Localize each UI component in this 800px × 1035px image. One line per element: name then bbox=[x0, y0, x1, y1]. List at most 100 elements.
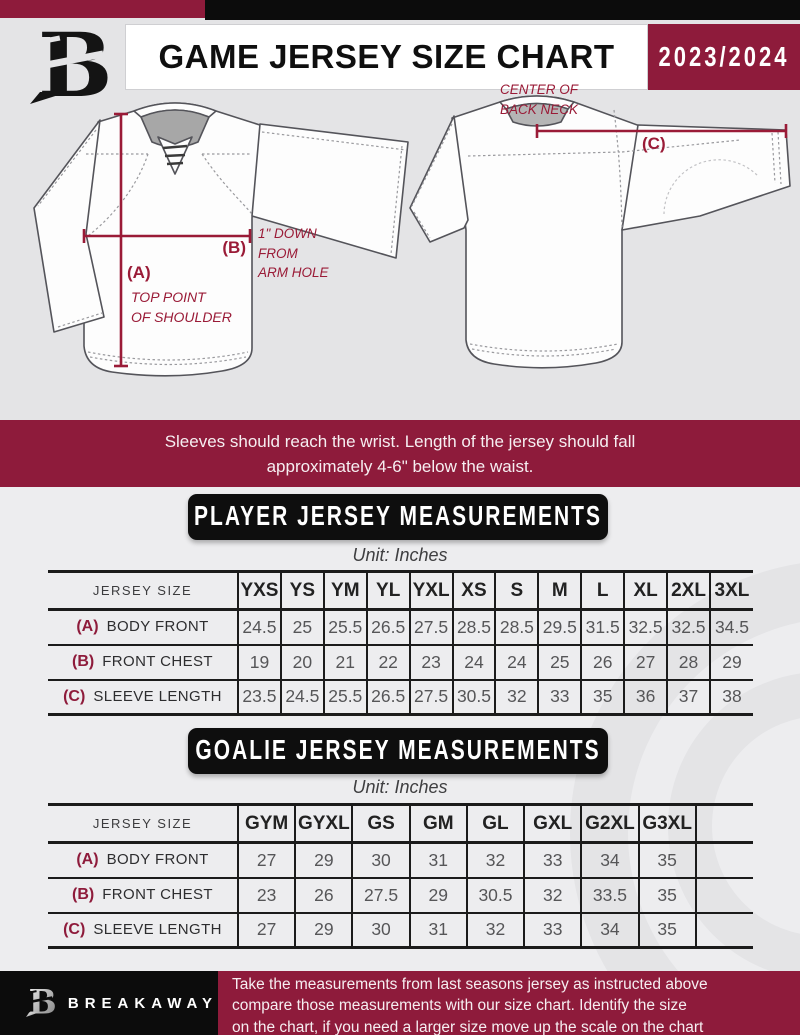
measurement-value: 33 bbox=[523, 842, 582, 878]
center-back-neck-note: CENTER OF BACK NECK bbox=[500, 82, 579, 117]
measurement-value: 27.5 bbox=[351, 877, 410, 913]
measurement-value: 27 bbox=[623, 644, 668, 680]
fit-notice-banner: Sleeves should reach the wrist. Length o… bbox=[0, 420, 800, 487]
player-table: JERSEY SIZE YXS YS YM YL YXL XS S M L XL 2XL 3XL (A) B… bbox=[48, 570, 753, 716]
measurement-value: 36 bbox=[623, 679, 668, 715]
size-column-header: GYXL bbox=[294, 804, 353, 843]
breakaway-logo-footer-icon: B bbox=[24, 983, 56, 1022]
measurement-value: 32.5 bbox=[623, 609, 668, 645]
table-row: (A) BODY FRONT 27 29 30 31 32 33 34 35 bbox=[48, 842, 753, 878]
player-unit-label: Unit: Inches bbox=[352, 545, 448, 565]
size-column-header: G2XL bbox=[580, 804, 639, 843]
table-row: (C) SLEEVE LENGTH 23.5 24.5 25.5 26.5 27.5 30.5… bbox=[48, 679, 753, 715]
size-column-header: GYM bbox=[236, 804, 296, 843]
size-column-header: GM bbox=[408, 804, 467, 843]
measurement-value: 31 bbox=[408, 842, 467, 878]
measurement-value: 25 bbox=[537, 644, 582, 680]
goalie-unit-label: Unit: Inches bbox=[352, 777, 448, 797]
measurement-value: 33 bbox=[523, 912, 582, 948]
size-column-header: G3XL bbox=[637, 804, 696, 843]
measurement-value: 24.5 bbox=[237, 609, 281, 645]
measurement-value: 35 bbox=[637, 877, 696, 913]
measurement-value: 28 bbox=[666, 644, 710, 680]
season-label: 2023/2024 bbox=[658, 40, 790, 72]
row-key: (A) bbox=[76, 851, 99, 869]
measurement-value: 26.5 bbox=[365, 679, 410, 715]
measurement-value: 29 bbox=[294, 912, 353, 948]
row-key: (C) bbox=[63, 687, 86, 705]
measurement-value: 37 bbox=[666, 679, 710, 715]
measurement-value: 24 bbox=[494, 644, 539, 680]
measurement-value: 28.5 bbox=[451, 609, 496, 645]
measurement-value: 35 bbox=[637, 912, 696, 948]
measurement-value: 30 bbox=[351, 912, 410, 948]
measurement-value: 27 bbox=[236, 912, 296, 948]
size-column-header: YL bbox=[365, 571, 410, 610]
label-b: (B) bbox=[222, 238, 246, 257]
table-corner-label: JERSEY SIZE bbox=[92, 583, 193, 598]
label-c: (C) bbox=[642, 134, 666, 153]
front-left-sleeve bbox=[33, 119, 105, 333]
measurement-value: 32 bbox=[465, 842, 525, 878]
measurement-value bbox=[694, 842, 753, 878]
measurement-value: 27 bbox=[236, 842, 296, 878]
season-badge: 2023/2024 bbox=[648, 24, 800, 90]
arm-hole-note: 1" DOWN FROM ARM HOLE bbox=[258, 226, 329, 280]
measurement-value: 21 bbox=[322, 644, 367, 680]
back-right-sleeve bbox=[621, 124, 791, 231]
back-body bbox=[451, 95, 641, 369]
row-measure-name: BODY FRONT bbox=[106, 618, 209, 636]
label-a: (A) bbox=[127, 263, 151, 282]
size-column-header: L bbox=[580, 571, 625, 610]
page-title: GAME JERSEY SIZE CHART bbox=[158, 38, 615, 75]
brand-name: BREAKAWAY bbox=[67, 994, 218, 1012]
size-column-header: YXS bbox=[237, 571, 281, 610]
size-column-header: XS bbox=[451, 571, 496, 610]
row-label: (B) FRONT CHEST bbox=[48, 878, 238, 913]
measurement-value: 26 bbox=[580, 644, 625, 680]
goalie-section-title: GOALIE JERSEY MEASUREMENTS bbox=[195, 735, 601, 766]
stitch-seams bbox=[37, 109, 782, 366]
size-column-header: YS bbox=[279, 571, 324, 610]
measurement-value: 29.5 bbox=[537, 609, 582, 645]
row-label: (A) BODY FRONT bbox=[48, 843, 238, 878]
measurement-value: 32 bbox=[523, 877, 582, 913]
row-measure-name: FRONT CHEST bbox=[102, 653, 213, 670]
measurement-value: 33 bbox=[537, 679, 582, 715]
measurement-value: 32.5 bbox=[666, 609, 710, 645]
row-measure-name: FRONT CHEST bbox=[102, 886, 213, 903]
measurement-value: 33.5 bbox=[580, 877, 639, 913]
row-key: (B) bbox=[71, 653, 95, 670]
table-row: (C) SLEEVE LENGTH 27 29 30 31 32 33 34 35 bbox=[48, 912, 753, 948]
size-column-header: YM bbox=[322, 571, 367, 610]
size-column-header: M bbox=[537, 571, 582, 610]
measurement-value: 23.5 bbox=[237, 679, 281, 715]
table-corner-label: JERSEY SIZE bbox=[92, 816, 193, 831]
size-column-header: YXL bbox=[408, 571, 453, 610]
measurement-value: 23 bbox=[236, 877, 296, 913]
measurement-value: 29 bbox=[408, 877, 467, 913]
row-key: (A) bbox=[76, 618, 99, 636]
measurement-value: 34 bbox=[580, 912, 639, 948]
size-column-header: GS bbox=[351, 804, 410, 843]
size-column-header: 3XL bbox=[708, 571, 753, 610]
row-label: (A) BODY FRONT bbox=[48, 610, 238, 645]
row-measure-name: BODY FRONT bbox=[106, 851, 209, 869]
measurement-value: 24.5 bbox=[279, 679, 324, 715]
front-right-sleeve bbox=[251, 123, 409, 259]
measurement-value: 38 bbox=[708, 679, 753, 715]
size-column-header: XL bbox=[623, 571, 668, 610]
page-title-box: GAME JERSEY SIZE CHART bbox=[125, 24, 648, 90]
row-key: (C) bbox=[63, 920, 86, 938]
top-maroon-strip bbox=[0, 0, 205, 18]
measurement-value: 24 bbox=[451, 644, 496, 680]
measurement-value: 29 bbox=[708, 644, 753, 680]
row-key: (B) bbox=[71, 886, 95, 903]
measurement-value: 20 bbox=[279, 644, 324, 680]
footer-instructions: Take the measurements from last seasons … bbox=[218, 971, 800, 1035]
measurement-value: 35 bbox=[637, 842, 696, 878]
goalie-table: JERSEY SIZE GYM GYXL GS GM GL GXL G2XL G3XL (A) BO… bbox=[48, 803, 753, 949]
size-column-header: GXL bbox=[523, 804, 582, 843]
size-column-header: GL bbox=[465, 804, 525, 843]
